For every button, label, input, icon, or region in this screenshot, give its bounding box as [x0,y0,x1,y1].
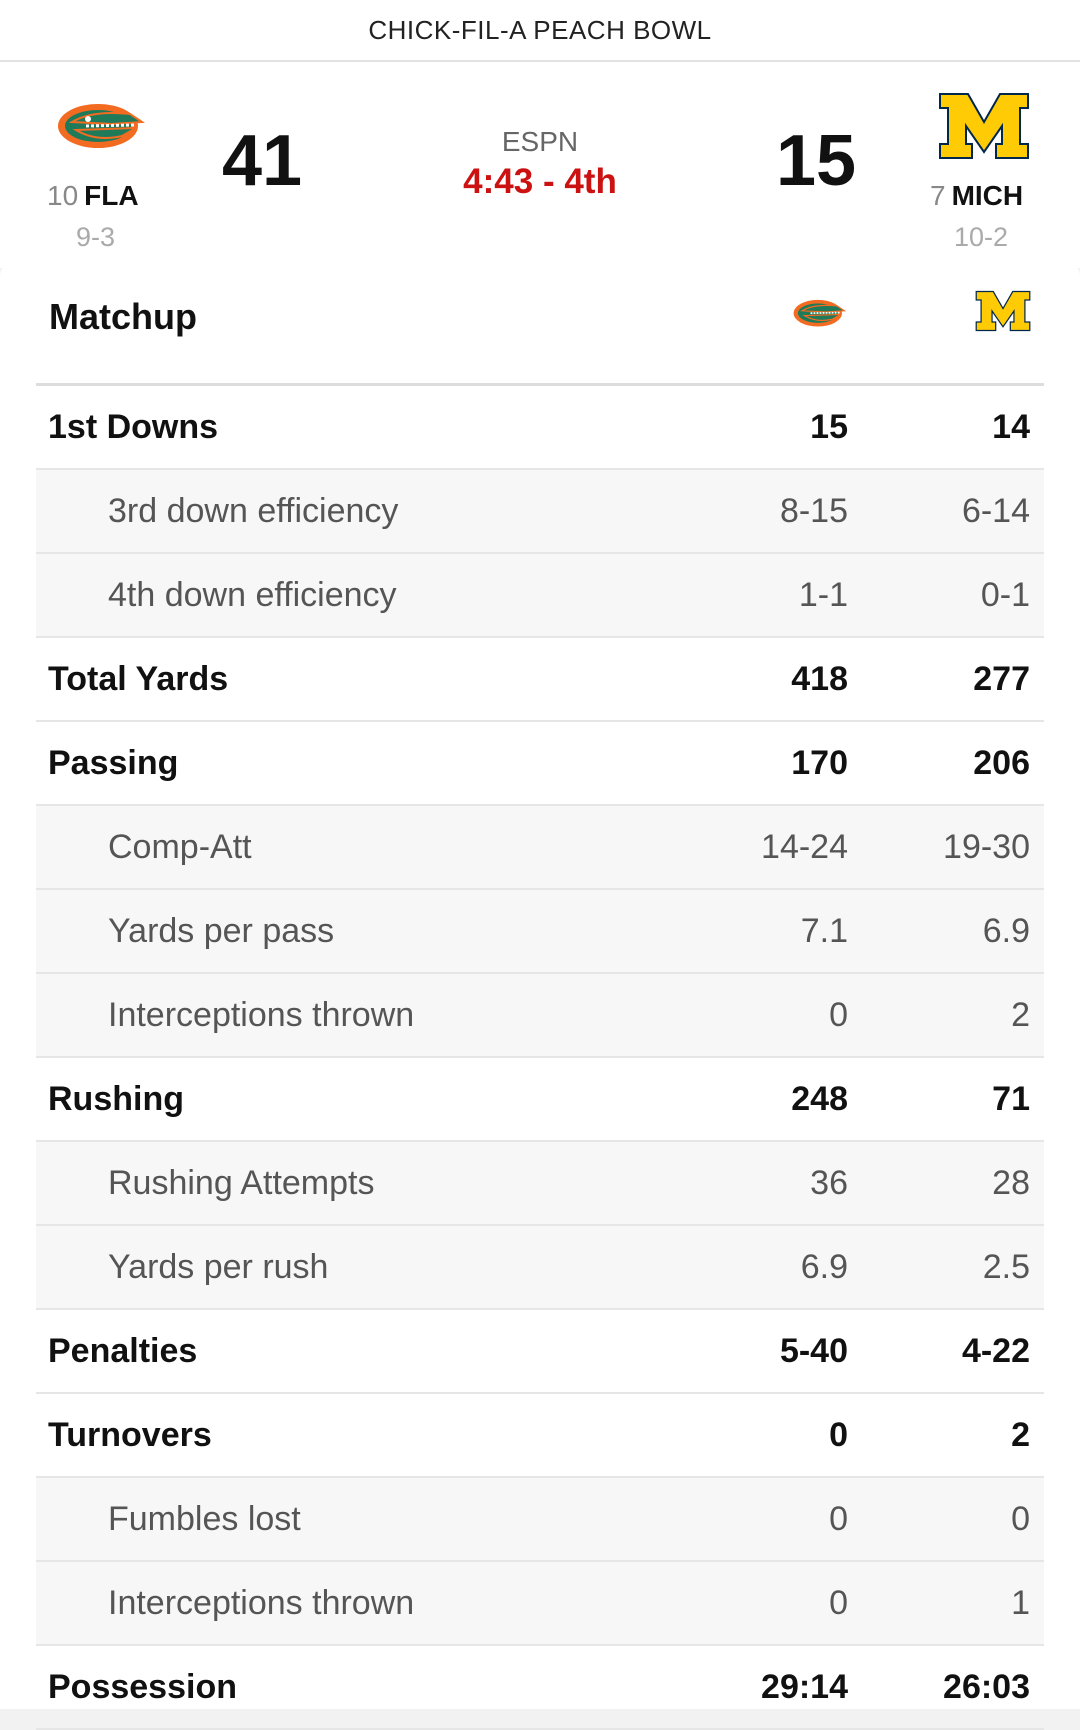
stat-away-value: 418 [791,659,848,698]
stat-away-value: 0 [829,1583,848,1622]
stat-label: Yards per rush [108,1247,329,1286]
home-team-abbr: MICH [951,180,1024,211]
stat-home-value: 6.9 [982,911,1030,950]
stat-away-value: 170 [791,743,848,782]
stat-away-value: 0 [829,995,848,1034]
away-team-record: 9-3 [76,222,116,252]
stat-row: Comp-Att 14-24 19-30 [36,806,1044,890]
stat-home-value: 6-14 [961,491,1030,530]
stat-away-value: 5-40 [779,1331,848,1370]
stat-row: Passing 170 206 [36,722,1044,806]
michigan-block-m-logo [939,93,1029,159]
stat-row: 1st Downs 15 14 [36,386,1044,470]
stat-home-value: 19-30 [943,827,1030,866]
florida-gator-logo-small [793,299,847,327]
stat-home-value: 0-1 [980,575,1030,614]
stat-away-value: 248 [791,1079,848,1118]
stat-away-value: 14-24 [761,827,848,866]
stat-home-value: 4-22 [961,1331,1030,1370]
stat-home-value: 2 [1011,995,1030,1034]
bowl-title: CHICK-FIL-A PEACH BOWL [368,14,712,45]
stat-row: Interceptions thrown 0 2 [36,974,1044,1058]
away-score: 41 [222,121,303,201]
stat-home-value: 0 [1011,1499,1030,1538]
home-team-record: 10-2 [954,222,1009,252]
home-score: 15 [776,121,857,201]
stat-label: Passing [48,743,179,782]
stat-home-value: 14 [992,407,1030,446]
stat-home-value: 28 [992,1163,1030,1202]
stat-away-value: 0 [829,1415,848,1454]
stat-row: Total Yards 418 277 [36,638,1044,722]
stat-row: Rushing 248 71 [36,1058,1044,1142]
stat-row: Yards per pass 7.1 6.9 [36,890,1044,974]
stat-away-value: 1-1 [798,575,848,614]
stat-away-value: 36 [810,1163,848,1202]
away-team-rank: 10 [47,180,79,211]
away-team-abbr: FLA [84,180,139,211]
stat-away-value: 8-15 [779,491,848,530]
stat-row: Fumbles lost 0 0 [36,1478,1044,1562]
stat-label: Possession [48,1667,237,1706]
stat-row: Penalties 5-40 4-22 [36,1310,1044,1394]
home-team-rank: 7 [930,180,946,211]
stat-label: Total Yards [48,659,229,698]
stat-row: 4th down efficiency 1-1 0-1 [36,554,1044,638]
stat-home-value: 2.5 [982,1247,1030,1286]
stat-row: Possession 29:14 26:03 [36,1646,1044,1730]
stat-home-value: 26:03 [943,1667,1030,1706]
stat-home-value: 206 [973,743,1030,782]
stat-row: Rushing Attempts 36 28 [36,1142,1044,1226]
stat-label: Interceptions thrown [108,995,415,1034]
stat-label: Comp-Att [108,827,252,866]
stat-row: 3rd down efficiency 8-15 6-14 [36,470,1044,554]
stat-label: Interceptions thrown [108,1583,415,1622]
stat-label: Rushing Attempts [108,1163,375,1202]
matchup-header: Matchup [0,262,1080,384]
away-team-name[interactable]: 10 FLA [47,180,139,212]
stat-label: Yards per pass [108,911,335,950]
florida-gator-logo [58,104,146,148]
stat-away-value: 29:14 [761,1667,848,1706]
stat-row: Yards per rush 6.9 2.5 [36,1226,1044,1310]
matchup-card: Matchup 1st Downs 15 14 3rd down efficiency… [0,262,1080,1730]
stat-away-value: 6.9 [800,1247,848,1286]
game-title-bar: CHICK-FIL-A PEACH BOWL [0,0,1080,62]
stat-label: Rushing [48,1079,184,1118]
stat-label: Fumbles lost [108,1499,301,1538]
stat-label: Penalties [48,1331,198,1370]
stat-home-value: 277 [973,659,1030,698]
stat-row: Interceptions thrown 0 1 [36,1562,1044,1646]
stat-label: 3rd down efficiency [108,491,399,530]
stat-label: 4th down efficiency [108,575,397,614]
stat-row: Turnovers 0 2 [36,1394,1044,1478]
stat-home-value: 1 [1011,1583,1030,1622]
stat-label: Turnovers [48,1415,212,1454]
stat-away-value: 7.1 [800,911,848,950]
game-clock: 4:43 - 4th [463,162,617,201]
stat-home-value: 2 [1011,1415,1030,1454]
home-team-name[interactable]: 7 MICH [930,180,1023,212]
matchup-stats-table: 1st Downs 15 14 3rd down efficiency 8-15 6-14… [36,383,1044,1730]
matchup-title: Matchup [49,296,197,337]
stat-home-value: 71 [992,1079,1030,1118]
stat-away-value: 0 [829,1499,848,1538]
tv-network: ESPN [501,126,579,157]
scoreboard[interactable]: 10 FLA 9-3 41 ESPN 4:43 - 4th 15 7 MICH 10… [0,62,1080,268]
stat-label: 1st Downs [48,407,219,446]
michigan-block-m-logo-small [975,290,1031,332]
stat-away-value: 15 [810,407,848,446]
